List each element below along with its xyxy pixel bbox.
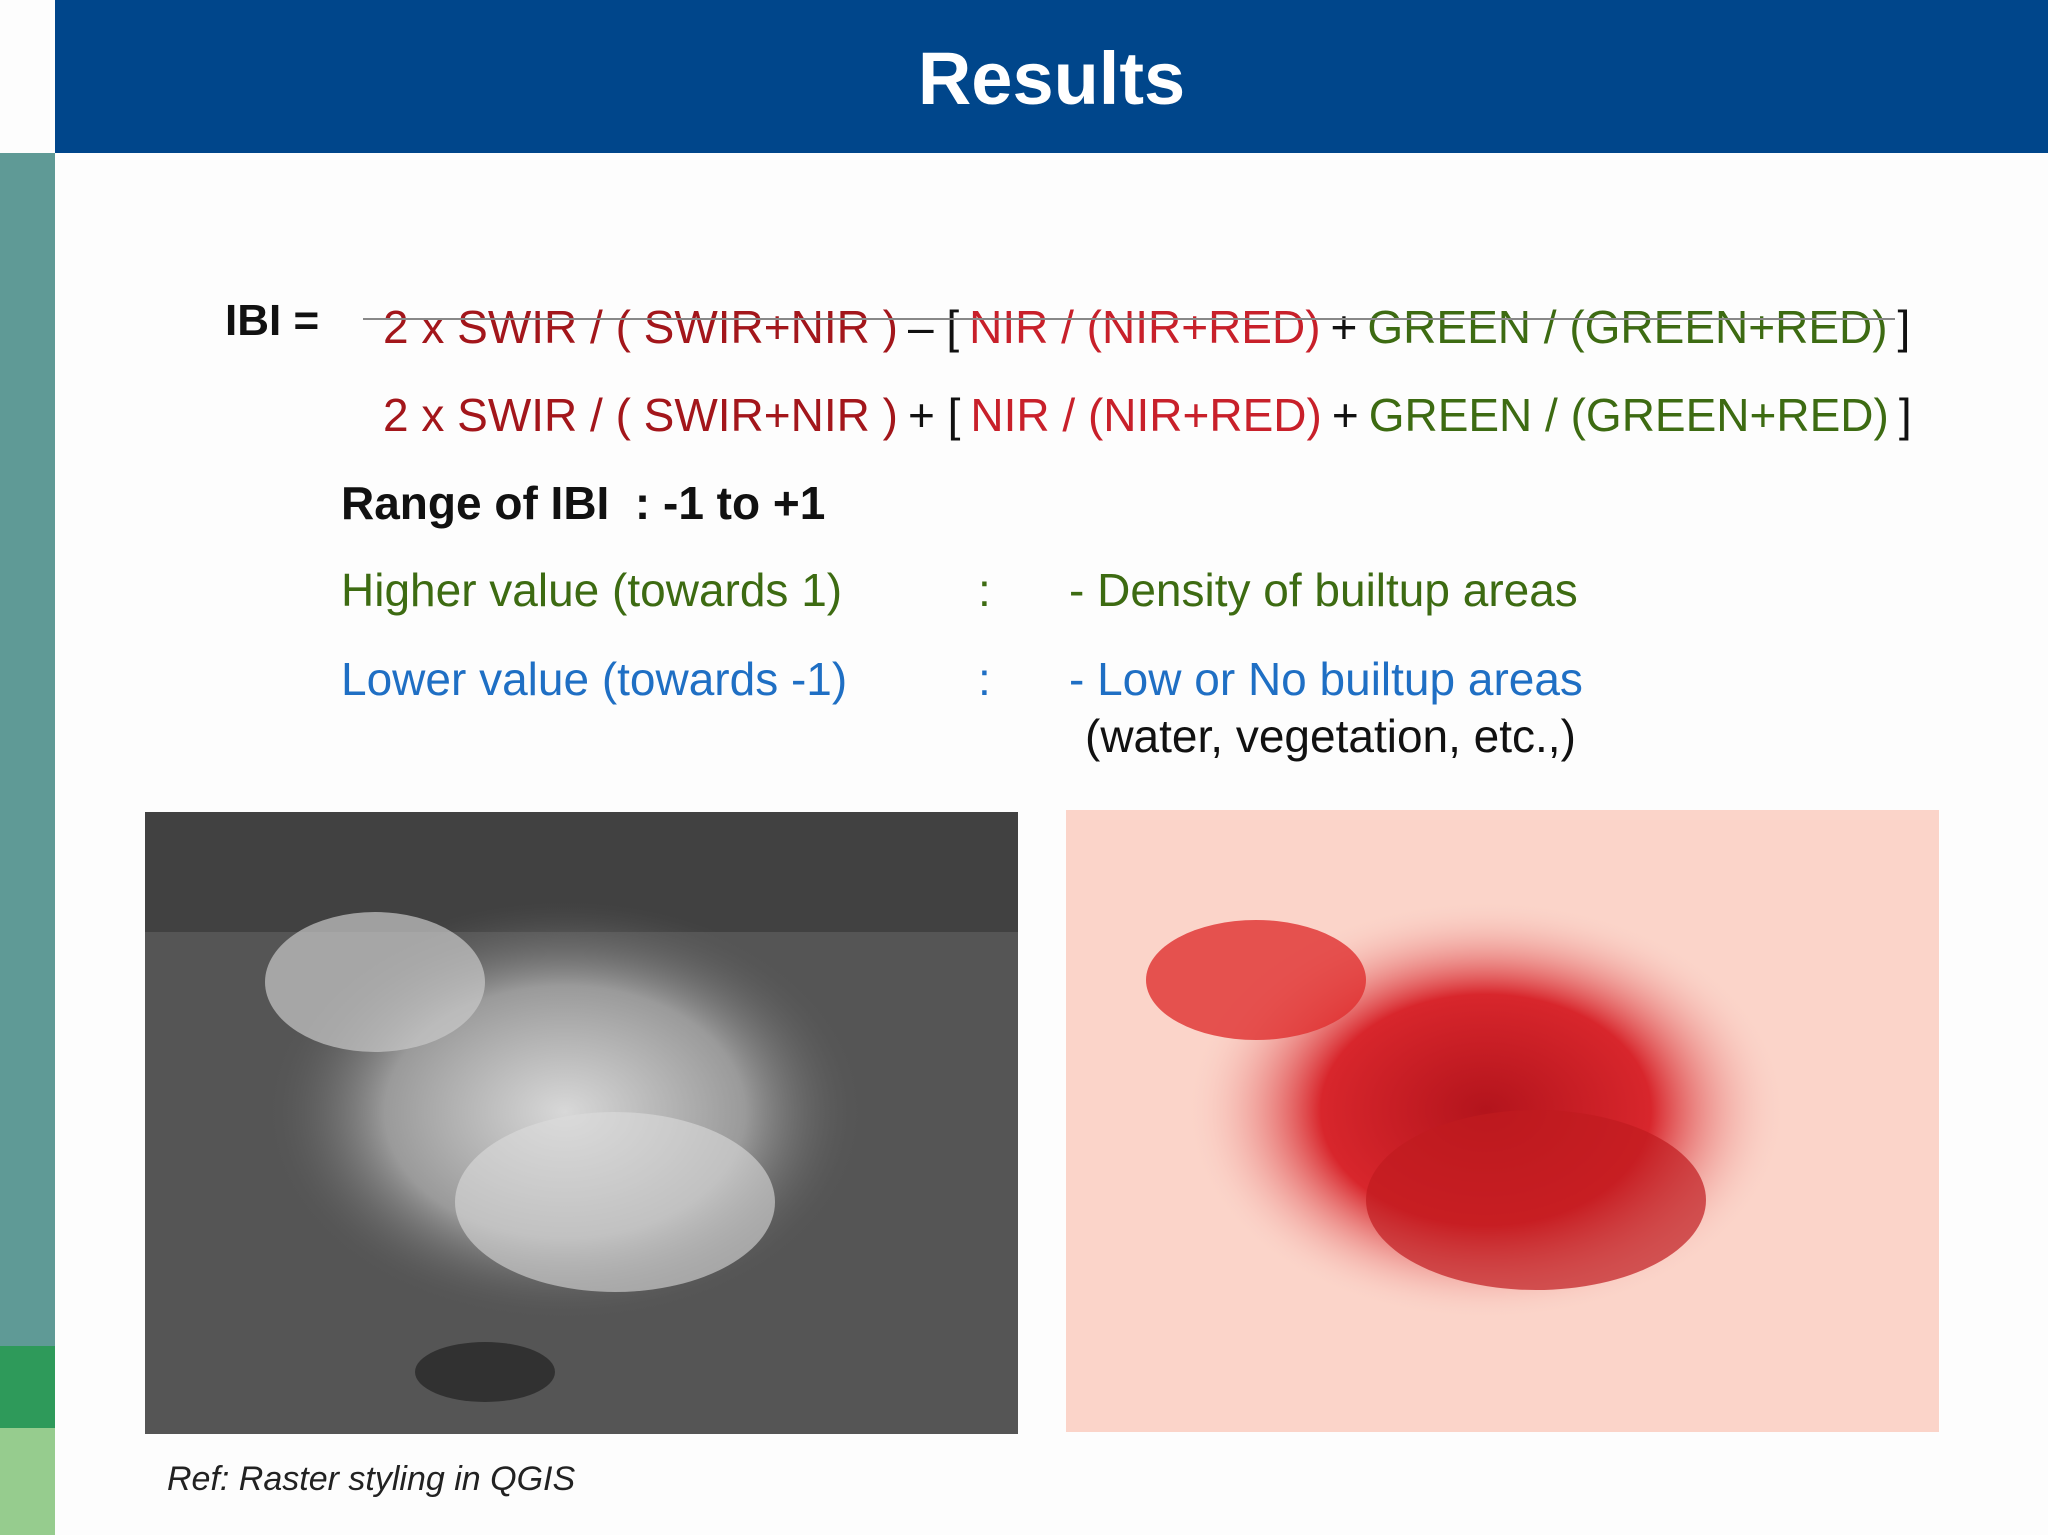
side-strip bbox=[0, 1346, 55, 1428]
slide-title: Results bbox=[917, 37, 1186, 120]
row-sep: : bbox=[978, 564, 991, 616]
formula-denominator: 2 x SWIR / ( SWIR+NIR ) + [NIR / (NIR+RED… bbox=[383, 334, 1912, 442]
term: + [ bbox=[907, 389, 961, 441]
row-label: Lower value (towards -1) bbox=[341, 653, 848, 705]
term: ] bbox=[1898, 389, 1912, 441]
row-note: (water, vegetation, etc.,) bbox=[1085, 710, 1576, 762]
row-sep: : bbox=[978, 653, 991, 705]
term: NIR / (NIR+RED) bbox=[970, 389, 1322, 441]
row-label: Higher value (towards 1) bbox=[341, 564, 843, 616]
fraction-line bbox=[363, 318, 1895, 320]
ibi-map bbox=[1066, 810, 1939, 1432]
term: GREEN / (GREEN+RED) bbox=[1367, 301, 1888, 353]
formula-lhs: IBI = bbox=[225, 296, 320, 345]
reference: Ref: Raster styling in QGIS bbox=[167, 1460, 576, 1498]
header-bar bbox=[55, 0, 2048, 153]
term: ] bbox=[1897, 301, 1911, 353]
term: NIR / (NIR+RED) bbox=[969, 301, 1321, 353]
side-strip bbox=[0, 1428, 55, 1535]
side-strip bbox=[0, 153, 55, 1346]
term: GREEN / (GREEN+RED) bbox=[1368, 389, 1889, 441]
formula-numerator: 2 x SWIR / ( SWIR+NIR ) – [NIR / (NIR+RED… bbox=[383, 246, 1910, 354]
term: + bbox=[1331, 389, 1359, 441]
row-desc: - Low or No builtup areas bbox=[1069, 653, 1583, 705]
term: 2 x SWIR / ( SWIR+NIR ) bbox=[383, 389, 898, 441]
term: – [ bbox=[907, 301, 960, 353]
term: + bbox=[1330, 301, 1358, 353]
grayscale-map bbox=[145, 812, 1018, 1434]
row-desc: - Density of builtup areas bbox=[1069, 564, 1578, 616]
range-text: Range of IBI : -1 to +1 bbox=[341, 477, 826, 529]
term: 2 x SWIR / ( SWIR+NIR ) bbox=[383, 301, 898, 353]
